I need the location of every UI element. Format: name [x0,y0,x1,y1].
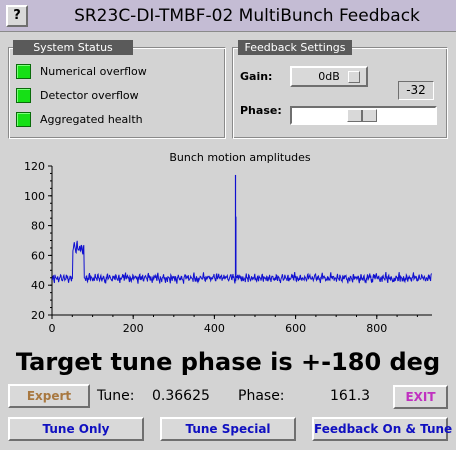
y-tick-label: 20 [31,309,45,322]
gain-label: Gain: [240,70,273,83]
chart-title: Bunch motion amplitudes [169,151,311,164]
window-title: SR23C-DI-TMBF-02 MultiBunch Feedback [74,6,420,26]
aggregated-health-label: Aggregated health [40,113,143,126]
tune-label: Tune: [97,388,135,404]
tune-value: 0.36625 [152,388,210,404]
x-tick-label: 400 [204,322,225,335]
system-status-title: System Status [13,40,133,55]
feedback-settings-title: Feedback Settings [238,40,352,55]
exit-button[interactable]: EXIT [393,385,448,409]
detector-overflow-label: Detector overflow [40,89,139,102]
help-button[interactable]: ? [6,5,28,27]
phase-label: Phase: [240,104,282,117]
tune-special-button[interactable]: Tune Special [160,417,296,441]
y-tick-label: 40 [31,279,45,292]
amplitude-trace [51,240,432,284]
tune-only-button[interactable]: Tune Only [8,417,144,441]
gain-button[interactable]: 0dB [290,66,368,87]
x-tick-label: 200 [123,322,144,335]
gain-value: -32 [398,81,434,100]
x-tick-label: 800 [366,322,387,335]
gain-indicator-icon [348,71,360,83]
y-tick-label: 100 [24,190,45,203]
title-bar: ? SR23C-DI-TMBF-02 MultiBunch Feedback [0,0,456,32]
detector-overflow-led [16,88,31,103]
target-tune-headline: Target tune phase is +-180 deg [15,348,441,376]
y-tick-label: 120 [24,160,45,173]
aggregated-health-led [16,112,31,127]
y-tick-label: 60 [31,249,45,262]
chart-ticks: 20 40 60 80 100 120 0 200 400 600 800 [24,160,418,335]
numerical-overflow-label: Numerical overflow [40,65,147,78]
gain-button-label: 0dB [318,70,340,83]
phase-slider-thumb[interactable] [347,109,378,122]
y-tick-label: 80 [31,220,45,233]
phase-slider[interactable] [290,106,437,125]
x-tick-label: 600 [285,322,306,335]
chart-axes [51,166,432,316]
expert-button[interactable]: Expert [8,384,90,408]
x-tick-label: 0 [49,322,56,335]
phase-readout-value: 161.3 [330,388,371,404]
chart-plot-area [51,174,432,284]
numerical-overflow-led [16,64,31,79]
feedback-on-tune-button[interactable]: Feedback On & Tune [312,417,452,441]
phase-readout-label: Phase: [238,388,285,404]
phase-slider-grip-icon [361,110,364,121]
